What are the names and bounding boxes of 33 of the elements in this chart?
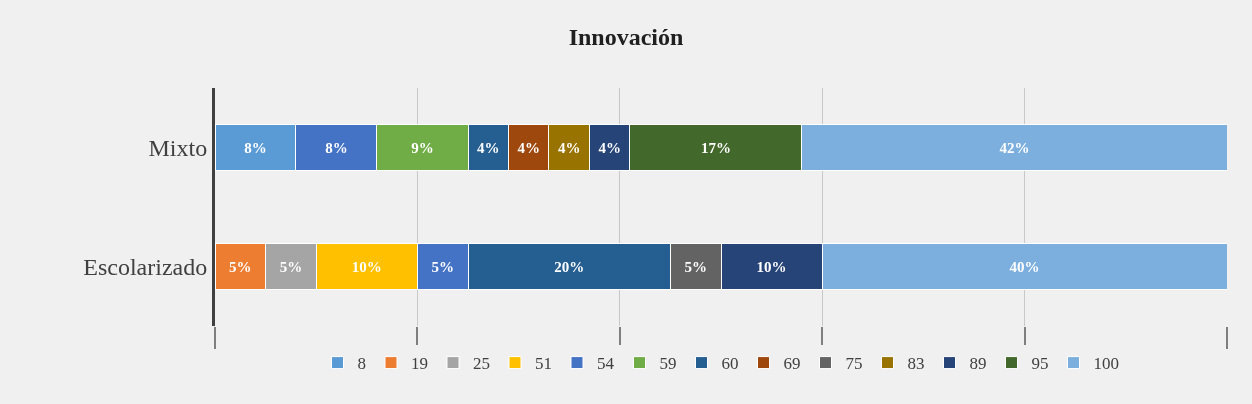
data-label: 4% bbox=[557, 139, 581, 156]
data-label: 5% bbox=[229, 258, 252, 275]
chart-title: Innovación bbox=[568, 24, 684, 51]
legend-label: 89 bbox=[969, 354, 987, 374]
data-label: 17% bbox=[700, 139, 731, 156]
y-tick-label: Mixto bbox=[148, 134, 208, 161]
legend-label: 95 bbox=[1031, 354, 1049, 374]
legend-label: 83 bbox=[907, 354, 925, 374]
data-label: 10% bbox=[756, 258, 787, 275]
y-tick-label: Escolarizado bbox=[83, 253, 208, 280]
legend-label: 75 bbox=[845, 354, 863, 374]
data-label: 4% bbox=[517, 139, 540, 156]
legend-label: 51 bbox=[535, 354, 552, 374]
legend-label: 69 bbox=[783, 354, 801, 374]
data-label: 9% bbox=[411, 139, 434, 156]
data-label: 20% bbox=[554, 258, 585, 275]
data-label: 4% bbox=[476, 139, 500, 156]
data-label: 40% bbox=[1009, 258, 1040, 275]
data-label: 8% bbox=[244, 139, 267, 156]
data-label: 5% bbox=[431, 258, 454, 275]
data-label: 5% bbox=[279, 258, 303, 275]
legend-label: 8 bbox=[357, 354, 366, 374]
data-label: 10% bbox=[351, 258, 382, 275]
data-label: 42% bbox=[999, 139, 1030, 156]
legend-label: 60 bbox=[721, 354, 739, 374]
legend-label: 19 bbox=[411, 354, 428, 374]
data-label: 8% bbox=[325, 139, 348, 156]
data-label: 4% bbox=[598, 139, 621, 156]
legend-label: 25 bbox=[473, 354, 490, 374]
data-label: 5% bbox=[684, 258, 707, 275]
legend-label: 54 bbox=[597, 354, 615, 374]
legend-label: 100 bbox=[1093, 354, 1119, 374]
legend-label: 59 bbox=[659, 354, 677, 374]
